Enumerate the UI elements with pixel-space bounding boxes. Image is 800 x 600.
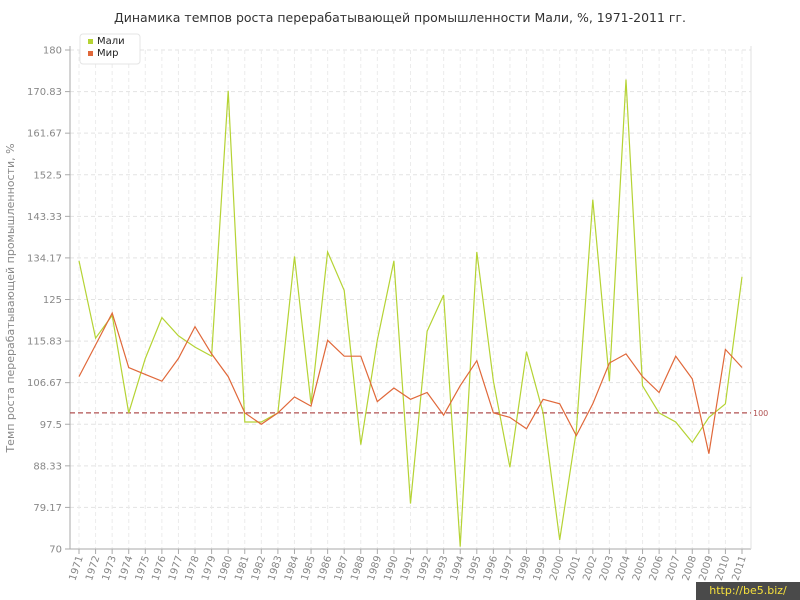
x-tick-label: 1997 [498,555,516,583]
x-tick-label: 2005 [631,555,649,583]
x-tick-label: 1983 [266,555,284,583]
series-line-mali [78,79,743,547]
x-tick-label: 2007 [664,555,682,583]
watermark: http://be5.biz/ [696,582,800,600]
x-tick-label: 1977 [167,555,185,583]
y-tick-label: 125 [43,295,62,306]
y-tick-label: 97.5 [40,420,62,431]
y-tick-label: 170.83 [27,87,62,98]
x-tick-label: 1993 [432,555,450,583]
tick-labels: 70 79.17 88.33 97.5 106.67 115.83 125 134.17 143… [27,46,749,583]
x-tick-label: 1996 [482,555,500,583]
x-tick-label: 1973 [101,555,119,583]
x-tick-label: 1992 [416,555,434,583]
x-tick-label: 1998 [515,555,533,583]
legend-label-mir: Мир [97,48,118,59]
x-tick-label: 2008 [681,555,699,583]
reference-line: 100 [70,409,768,418]
x-tick-label: 1971 [68,555,86,583]
x-tick-label: 1988 [349,555,367,583]
y-axis-label: Темп роста перерабатывающей промышленнос… [4,143,17,453]
x-tick-label: 1986 [316,555,334,583]
y-tick-label: 70 [49,545,62,556]
legend-label-mali: Мали [97,36,125,47]
y-tick-label: 106.67 [27,378,62,389]
x-tick-label: 1979 [200,555,218,583]
x-tick-label: 2010 [714,555,732,583]
x-tick-label: 2001 [565,555,583,583]
x-tick-label: 1987 [333,555,351,583]
x-tick-label: 1989 [366,555,384,583]
y-tick-label: 152.5 [33,170,62,181]
series-lines [78,79,743,547]
x-tick-label: 1995 [465,555,483,583]
x-tick-label: 2009 [697,555,715,583]
y-tick-label: 180 [43,46,62,57]
legend-box [79,33,141,65]
x-tick-label: 2000 [548,555,566,583]
x-tick-label: 1984 [283,555,301,583]
x-tick-label: 1976 [150,555,168,583]
x-tick-label: 1981 [233,555,251,583]
x-tick-label: 1975 [134,555,152,583]
grid [70,49,751,550]
legend-marker-mali [88,39,93,44]
x-tick-label: 1985 [300,555,318,583]
series-line-mir [78,311,743,454]
x-tick-label: 2004 [615,555,633,583]
x-tick-label: 2002 [581,555,599,583]
reference-line-label: 100 [753,409,768,418]
axes [65,46,752,554]
x-tick-label: 2006 [648,555,666,583]
x-tick-label: 1978 [184,555,202,583]
x-tick-label: 1994 [449,555,467,583]
y-tick-label: 79.17 [33,503,62,514]
x-tick-label: 2011 [731,555,749,583]
legend-marker-mir [88,51,93,56]
y-tick-label: 88.33 [33,461,62,472]
x-tick-label: 1974 [117,555,135,583]
x-tick-label: 1972 [84,555,102,583]
x-tick-label: 1982 [250,555,268,583]
x-tick-label: 2003 [598,555,616,583]
y-tick-label: 115.83 [27,337,62,348]
y-tick-label: 143.33 [27,212,62,223]
x-tick-label: 1990 [382,555,400,583]
x-tick-label: 1999 [532,555,550,583]
y-tick-label: 161.67 [27,129,62,140]
chart-title: Динамика темпов роста перерабатывающей п… [114,10,686,25]
x-tick-label: 1980 [217,555,235,583]
x-tick-label: 1991 [399,555,417,583]
y-tick-label: 134.17 [27,253,62,264]
